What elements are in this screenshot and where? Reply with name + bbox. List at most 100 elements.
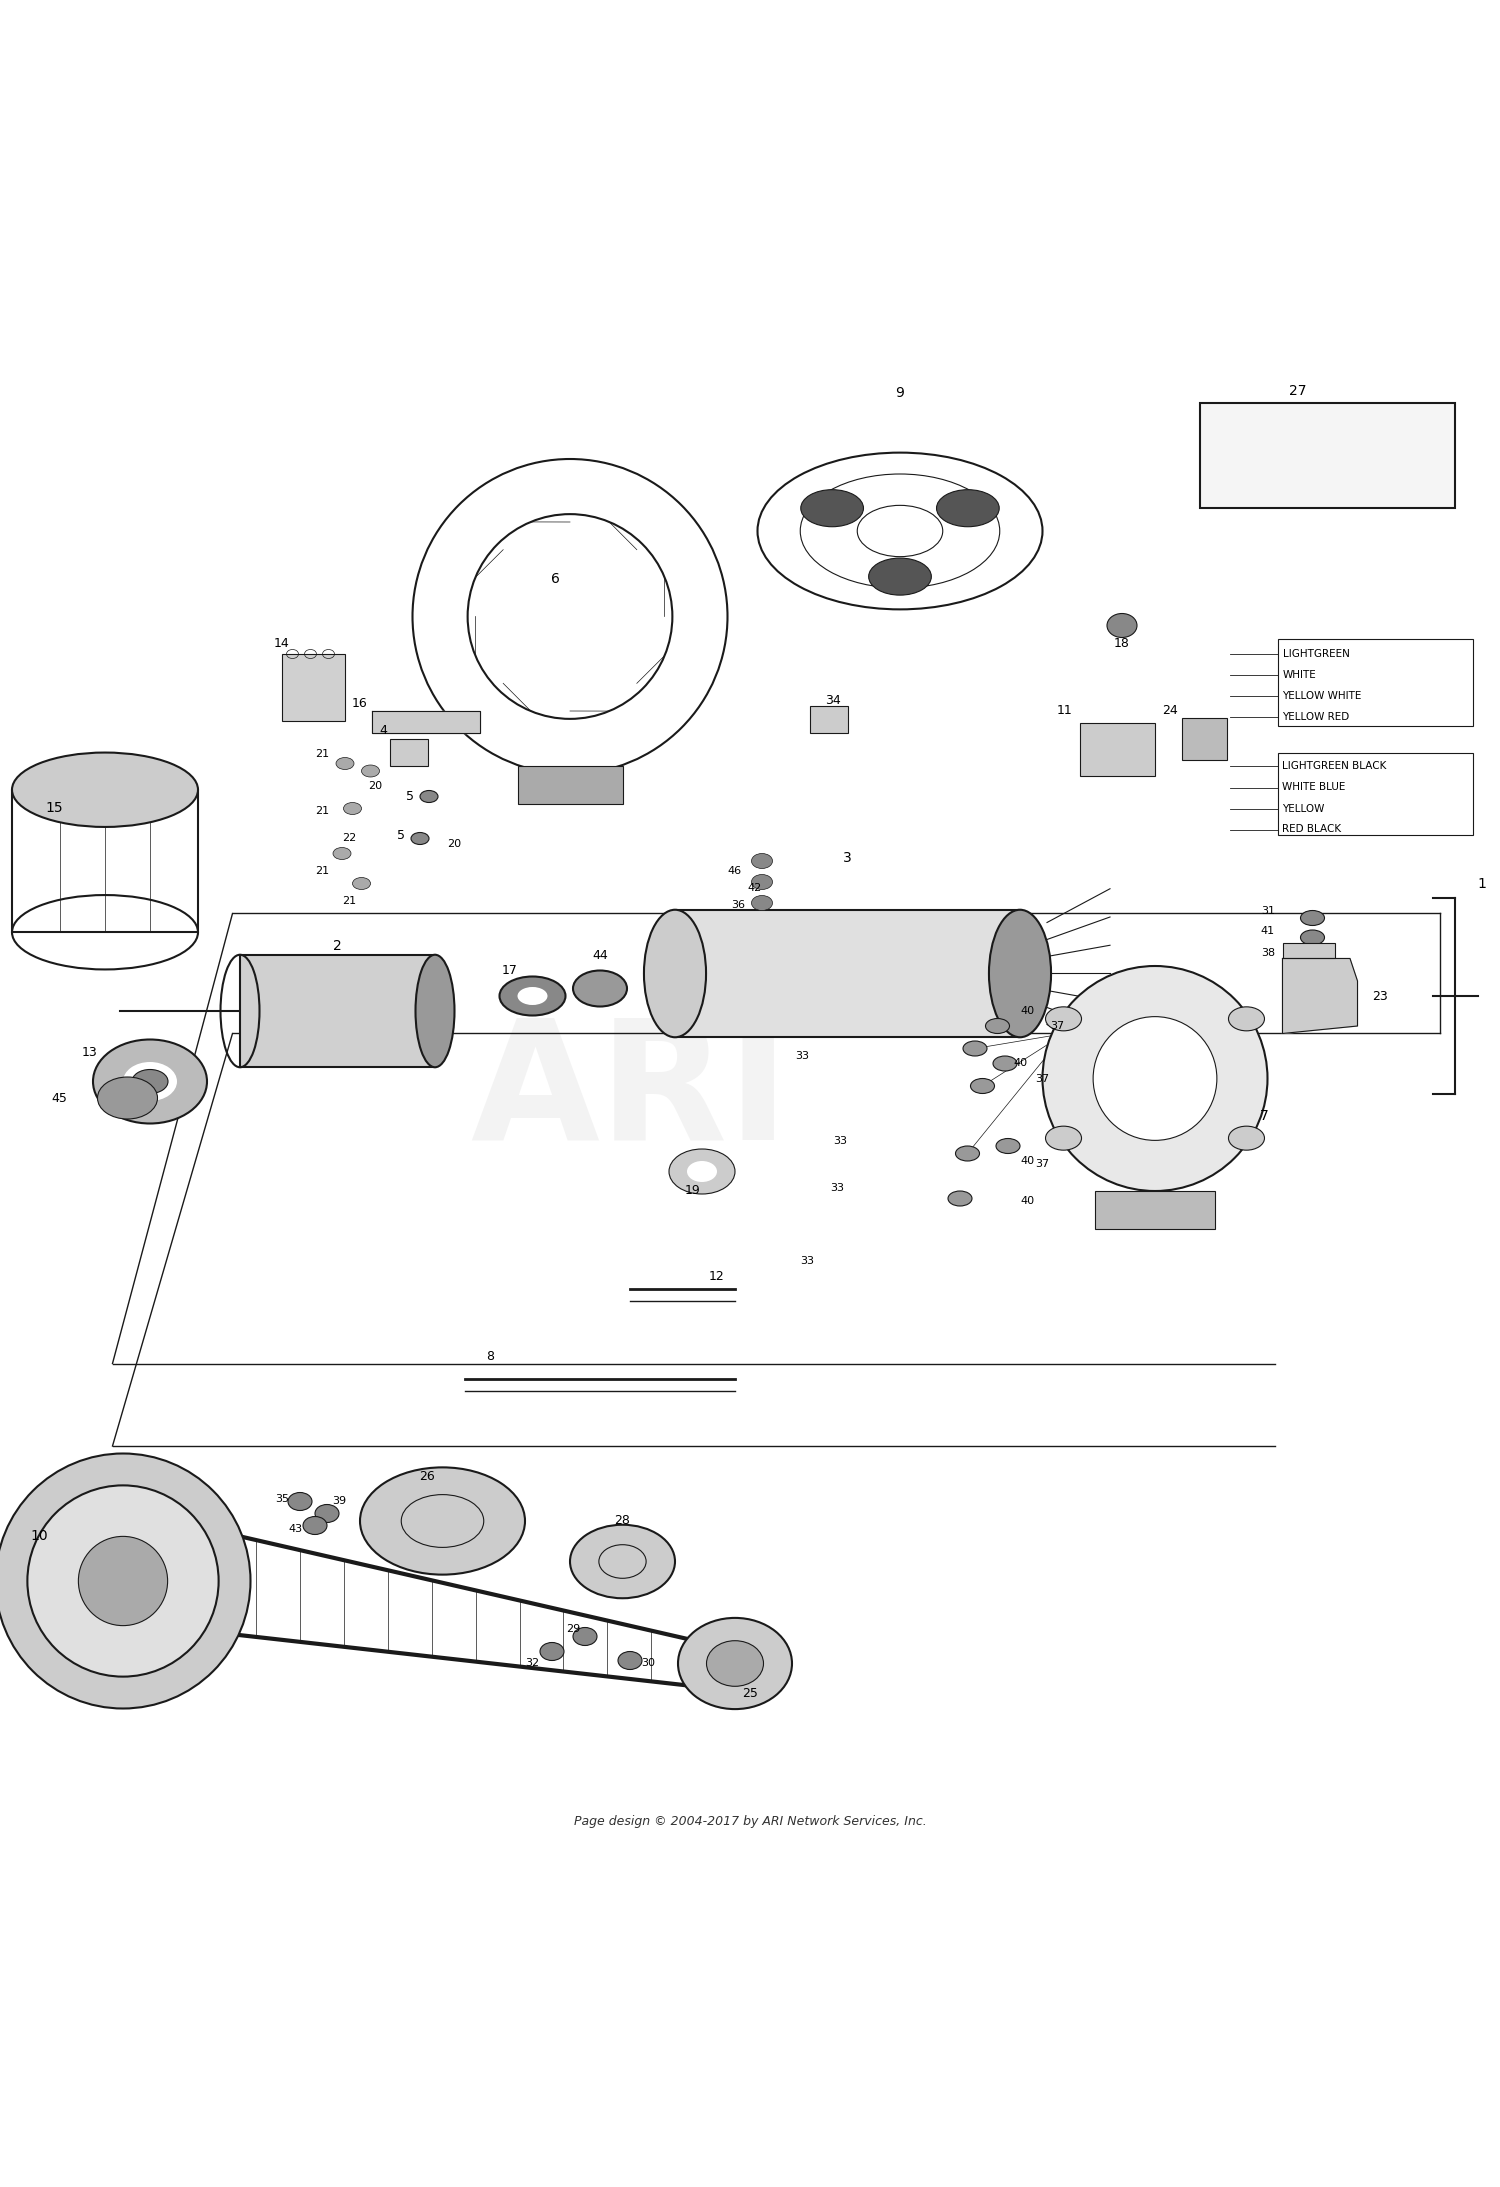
Text: LIGHTGREEN BLACK: LIGHTGREEN BLACK [1282, 761, 1388, 772]
Text: 43: 43 [288, 1524, 303, 1533]
Ellipse shape [669, 1148, 735, 1194]
Text: 25: 25 [742, 1686, 758, 1699]
Ellipse shape [970, 1078, 994, 1094]
Text: 33: 33 [830, 1183, 844, 1192]
Text: 33: 33 [800, 1258, 814, 1266]
Ellipse shape [500, 978, 566, 1015]
Ellipse shape [78, 1537, 168, 1625]
Ellipse shape [868, 558, 932, 595]
Ellipse shape [1107, 615, 1137, 636]
Text: 21: 21 [315, 807, 330, 816]
Ellipse shape [573, 1627, 597, 1645]
Text: 20: 20 [447, 840, 462, 849]
Text: 8: 8 [486, 1349, 495, 1363]
Text: 33: 33 [795, 1052, 810, 1061]
Text: 35: 35 [274, 1494, 290, 1502]
Text: 18: 18 [1114, 636, 1130, 650]
Text: ARI: ARI [471, 1013, 789, 1174]
Text: YELLOW WHITE: YELLOW WHITE [1282, 691, 1362, 702]
Text: RED BLACK: RED BLACK [1282, 824, 1341, 835]
Text: 41: 41 [1262, 927, 1275, 936]
Text: 38: 38 [1262, 947, 1275, 958]
Ellipse shape [988, 910, 1052, 1037]
Text: 37: 37 [1035, 1159, 1050, 1170]
Text: 40: 40 [1020, 1006, 1035, 1017]
Ellipse shape [93, 1039, 207, 1124]
Ellipse shape [678, 1618, 792, 1708]
FancyBboxPatch shape [810, 706, 847, 733]
Text: 16: 16 [351, 698, 368, 711]
Text: 32: 32 [525, 1658, 540, 1669]
Text: 23: 23 [1372, 989, 1389, 1002]
Text: 24: 24 [1161, 704, 1178, 717]
Text: 15: 15 [45, 800, 63, 816]
FancyBboxPatch shape [240, 956, 435, 1067]
Text: 11: 11 [1056, 704, 1072, 717]
Ellipse shape [1046, 1126, 1082, 1150]
Ellipse shape [518, 986, 548, 1006]
Text: 27: 27 [1288, 385, 1306, 398]
Ellipse shape [360, 1467, 525, 1575]
Ellipse shape [752, 875, 772, 890]
FancyBboxPatch shape [390, 739, 427, 765]
Ellipse shape [288, 1492, 312, 1511]
Ellipse shape [1046, 1006, 1082, 1030]
Ellipse shape [993, 1056, 1017, 1072]
Text: 21: 21 [315, 750, 330, 759]
Ellipse shape [706, 1640, 764, 1686]
Text: 45: 45 [51, 1091, 68, 1104]
Ellipse shape [1228, 1006, 1264, 1030]
Ellipse shape [27, 1485, 219, 1677]
Text: 40: 40 [1013, 1059, 1028, 1069]
Text: 21: 21 [342, 897, 357, 905]
Ellipse shape [618, 1651, 642, 1669]
Ellipse shape [963, 1041, 987, 1056]
Text: 22: 22 [342, 833, 357, 844]
Text: 40: 40 [1020, 1157, 1035, 1166]
Polygon shape [1282, 958, 1358, 1034]
Text: 1: 1 [1478, 877, 1486, 890]
Ellipse shape [752, 894, 772, 910]
Text: 36: 36 [730, 899, 746, 910]
Text: 39: 39 [332, 1496, 346, 1507]
FancyBboxPatch shape [1200, 402, 1455, 510]
Ellipse shape [411, 833, 429, 844]
Text: 37: 37 [1050, 1021, 1065, 1030]
Text: 29: 29 [566, 1625, 580, 1634]
Text: 28: 28 [615, 1516, 630, 1527]
Text: 46: 46 [728, 866, 742, 877]
Text: 34: 34 [825, 693, 840, 706]
Text: 31: 31 [1262, 905, 1275, 916]
Ellipse shape [986, 1019, 1010, 1034]
Ellipse shape [352, 877, 370, 890]
Text: 7: 7 [1260, 1109, 1269, 1122]
Text: 33: 33 [833, 1137, 848, 1146]
Ellipse shape [644, 910, 706, 1037]
Ellipse shape [801, 490, 864, 527]
Ellipse shape [132, 1069, 168, 1094]
Ellipse shape [0, 1454, 251, 1708]
Ellipse shape [1300, 910, 1324, 925]
Ellipse shape [333, 849, 351, 859]
Text: 26: 26 [420, 1470, 435, 1483]
FancyBboxPatch shape [1080, 724, 1155, 776]
Text: 14: 14 [274, 636, 290, 650]
Text: YELLOW RED: YELLOW RED [1282, 713, 1350, 722]
Text: 3: 3 [843, 851, 852, 866]
Text: 4: 4 [380, 724, 387, 737]
Text: 21: 21 [315, 866, 330, 877]
Text: 6: 6 [550, 573, 560, 586]
Text: 5: 5 [406, 790, 414, 803]
Text: 17: 17 [501, 964, 518, 978]
Ellipse shape [420, 790, 438, 803]
Ellipse shape [362, 765, 380, 776]
Ellipse shape [956, 1146, 980, 1161]
Text: 9: 9 [896, 385, 904, 400]
Circle shape [1094, 1017, 1216, 1139]
Ellipse shape [936, 490, 999, 527]
Ellipse shape [570, 1524, 675, 1599]
FancyBboxPatch shape [675, 910, 1020, 1037]
Ellipse shape [12, 752, 198, 827]
Ellipse shape [573, 971, 627, 1006]
Text: YELLOW: YELLOW [1282, 803, 1324, 814]
